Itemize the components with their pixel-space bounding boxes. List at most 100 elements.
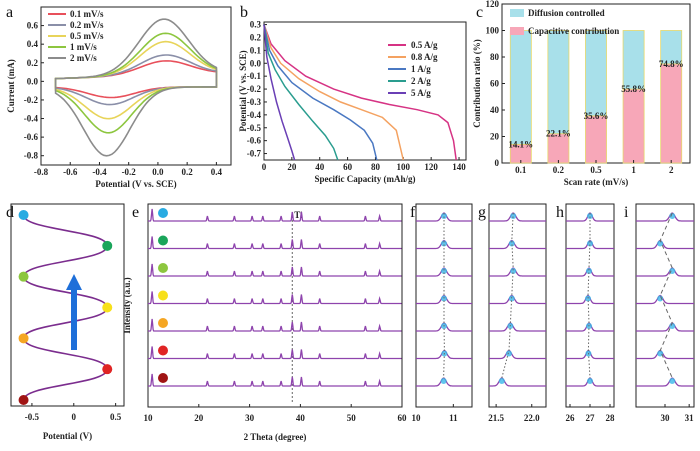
state-marker xyxy=(102,364,113,375)
peak-highlight xyxy=(657,240,664,247)
peak-profile xyxy=(489,239,546,250)
peak-profile xyxy=(489,377,546,387)
plot-frame xyxy=(147,203,403,408)
bar-data-label: 22.1% xyxy=(546,129,571,139)
y-tick-label: 0.2 xyxy=(27,58,39,68)
peak-trend-line xyxy=(443,213,445,379)
x-tick-label: -0.8 xyxy=(34,167,49,177)
bar-capacitive xyxy=(660,63,683,164)
state-marker xyxy=(18,333,29,344)
x-tick-label: 20 xyxy=(287,162,297,172)
x-axis-label: 2 Theta (degree) xyxy=(244,432,307,442)
legend-label: 0.2 mV/s xyxy=(70,20,104,30)
bar-diffusion xyxy=(547,30,570,135)
legend-label: 0.5 A/g xyxy=(411,40,438,50)
peak-highlight xyxy=(441,213,447,219)
panel-f: 10 11 xyxy=(412,203,473,423)
x-tick-label: 0.4 xyxy=(211,167,223,177)
bar-data-label: 55.8% xyxy=(621,84,646,94)
panel-label-a: a xyxy=(6,4,13,21)
legend-label: 0.5 mV/s xyxy=(70,31,104,41)
x-tick-label: 30 xyxy=(245,413,255,423)
x-tick-label: 60 xyxy=(398,413,408,423)
y-tick-label: 0.2 xyxy=(250,32,262,42)
peak-profile xyxy=(636,239,694,250)
y-tick-label: 0.0 xyxy=(250,58,262,68)
legend-swatch xyxy=(510,27,524,35)
x-tick-label: 10 xyxy=(144,413,154,423)
peak-trend-line xyxy=(659,212,673,379)
panel-a: -0.8 -0.6 -0.4 -0.2 0.0 0.2 0.4 -0.8 -0.6 -0.4 -0.… xyxy=(6,6,232,189)
peak-trend-line xyxy=(587,213,591,379)
legend-label: 1 A/g xyxy=(411,64,431,74)
peak-highlight xyxy=(587,378,593,384)
xrd-pattern xyxy=(148,373,402,387)
legend-label: Capacitive contribution xyxy=(528,26,619,36)
panel-label-f: f xyxy=(410,204,416,221)
plot-frame xyxy=(263,21,467,161)
panel-d: -0.5 0 0.5 Potential (V) xyxy=(10,203,125,441)
peak-highlight xyxy=(508,295,515,302)
bar-data-label: 74.8% xyxy=(659,59,684,69)
panel-i: 30 31 xyxy=(635,203,695,423)
x-tick-label: 60 xyxy=(343,162,353,172)
y-tick-label: -0.6 xyxy=(24,132,39,142)
x-tick-label: -0.5 xyxy=(25,412,40,422)
state-marker xyxy=(102,240,113,251)
peak-profile xyxy=(636,212,694,222)
peak-highlight xyxy=(510,268,517,274)
panel-label-g: g xyxy=(478,204,486,221)
x-tick-label: 100 xyxy=(397,162,411,172)
xrd-pattern xyxy=(148,318,402,332)
bar-capacitive xyxy=(585,115,607,164)
x-tick-label: 31 xyxy=(685,413,695,423)
y-axis-label: Current (mA) xyxy=(6,59,16,113)
peak-profile xyxy=(636,349,694,360)
gcd-curve xyxy=(263,24,405,161)
y-axis-label: Intensity (a.u.) xyxy=(122,277,132,333)
peak-profile xyxy=(489,212,546,222)
peak-highlight xyxy=(587,213,593,219)
y-tick-label: 40 xyxy=(490,105,500,115)
legend-label: 2 A/g xyxy=(411,76,431,86)
panel-h: 26 27 28 xyxy=(565,203,615,423)
y-tick-label: 0.0 xyxy=(27,76,39,86)
pattern-marker xyxy=(158,345,168,356)
x-tick-label: 27 xyxy=(586,413,596,423)
peak-highlight xyxy=(669,213,676,219)
panel-e: 10 20 30 40 50 60 2 Theta (degree) Intensity (a… xyxy=(122,203,408,442)
y-tick-label: -0.4 xyxy=(24,114,39,124)
y-tick-label: 0.3 xyxy=(250,20,262,30)
panel-label-b: b xyxy=(240,4,248,21)
x-axis-label: Scan rate (mV/s) xyxy=(564,177,629,187)
legend-swatch xyxy=(510,9,524,17)
y-tick-label: -0.8 xyxy=(24,151,39,161)
y-tick-label: -0.2 xyxy=(247,84,262,94)
x-tick-label: 26 xyxy=(566,413,576,423)
peak-highlight xyxy=(669,378,676,384)
x-axis-label: Potential (V vs. SCE) xyxy=(95,179,176,189)
y-tick-label: 20 xyxy=(490,132,500,142)
y-axis-label: Contribution ratio (%) xyxy=(472,39,482,128)
x-tick-label: 22.0 xyxy=(524,413,540,423)
xrd-pattern xyxy=(148,263,402,277)
x-tick-label: 0.1 xyxy=(515,165,527,175)
x-axis-label: Potential (V) xyxy=(43,431,92,441)
peak-profile xyxy=(636,377,694,387)
xrd-pattern xyxy=(148,236,402,250)
x-tick-label: 40 xyxy=(296,413,306,423)
x-tick-label: 30 xyxy=(661,413,671,423)
x-tick-label: -0.6 xyxy=(63,167,78,177)
peak-highlight xyxy=(505,350,512,357)
pattern-marker xyxy=(158,208,168,218)
gcd-curve xyxy=(263,24,378,161)
x-tick-label: 40 xyxy=(315,162,325,172)
panel-c: 0 20 40 60 80 100 120 14.1% 0.1 22.1% 0.2 35.6% 0.5 5… xyxy=(472,0,691,187)
y-tick-label: -0.6 xyxy=(247,136,262,146)
legend-label: Diffusion controlled xyxy=(528,8,605,18)
legend-label: 0.1 mV/s xyxy=(70,9,104,19)
x-tick-label: 0.0 xyxy=(152,167,164,177)
peak-highlight xyxy=(440,378,447,384)
y-axis-label: Potential (V vs. SCE) xyxy=(238,50,248,131)
x-tick-label: 2 xyxy=(669,165,674,175)
